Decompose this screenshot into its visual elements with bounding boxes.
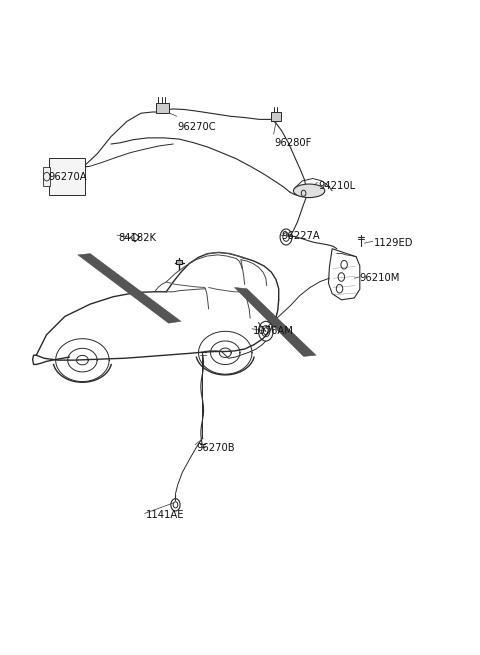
Text: 1076AM: 1076AM (253, 326, 294, 335)
Text: 96270B: 96270B (196, 443, 235, 453)
Polygon shape (234, 288, 316, 356)
Text: 94210L: 94210L (318, 181, 356, 191)
Text: 96280F: 96280F (275, 138, 312, 148)
Text: 96270A: 96270A (49, 172, 87, 181)
Text: 1141AE: 1141AE (145, 510, 184, 520)
Polygon shape (78, 253, 181, 323)
Text: 96210M: 96210M (360, 273, 400, 283)
Bar (43, 168, 50, 186)
Bar (177, 261, 182, 264)
Bar (271, 112, 281, 121)
Text: 96270C: 96270C (178, 122, 216, 132)
Text: 1129ED: 1129ED (373, 238, 413, 248)
FancyBboxPatch shape (49, 158, 84, 195)
Bar (156, 103, 169, 113)
Text: 84182K: 84182K (118, 233, 156, 243)
Ellipse shape (293, 184, 325, 198)
Text: 96227A: 96227A (281, 231, 320, 242)
